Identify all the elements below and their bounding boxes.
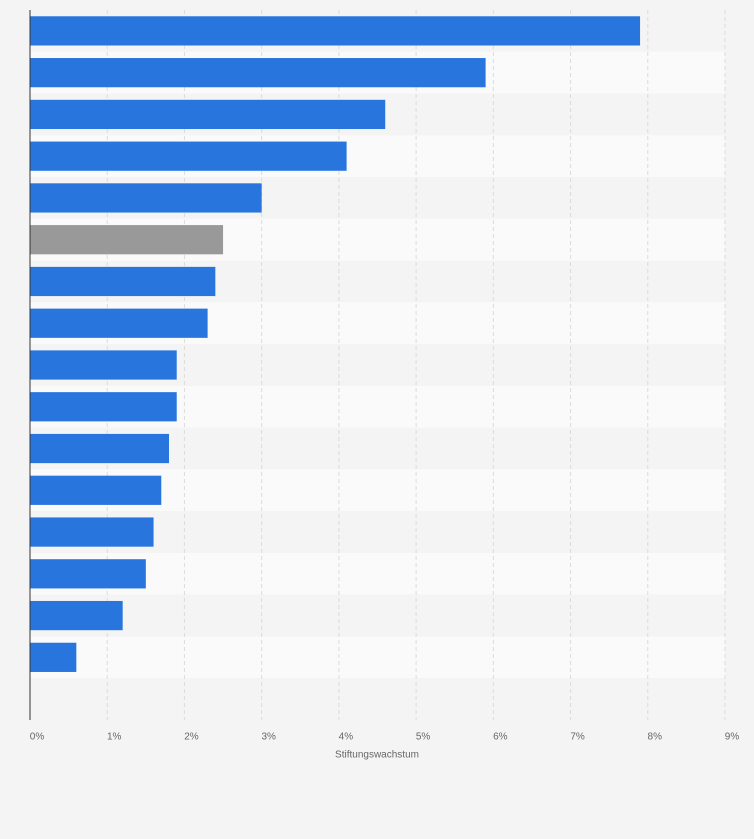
x-tick-label: 1% bbox=[107, 732, 122, 743]
x-tick-label: 6% bbox=[493, 732, 508, 743]
x-tick-label: 7% bbox=[570, 732, 585, 743]
x-tick-label: 4% bbox=[339, 732, 354, 743]
bar bbox=[30, 16, 641, 46]
bar bbox=[30, 99, 386, 130]
bar bbox=[30, 642, 77, 672]
bar bbox=[30, 141, 347, 171]
row-stripe bbox=[30, 636, 725, 679]
x-tick-label: 0% bbox=[30, 732, 45, 743]
x-axis-label: Stiftungswachstum bbox=[335, 750, 419, 761]
bar bbox=[30, 392, 177, 422]
bar bbox=[30, 183, 262, 213]
x-tick-label: 9% bbox=[725, 732, 740, 743]
x-tick-label: 3% bbox=[261, 732, 276, 743]
x-tick-label: 5% bbox=[416, 732, 431, 743]
bar bbox=[30, 350, 177, 380]
bar bbox=[30, 475, 162, 505]
bar bbox=[30, 517, 154, 547]
bar bbox=[30, 559, 146, 589]
bar bbox=[30, 225, 224, 255]
x-tick-label: 2% bbox=[184, 732, 199, 743]
x-tick-label: 8% bbox=[648, 732, 663, 743]
bar bbox=[30, 266, 216, 297]
bar bbox=[30, 600, 123, 631]
bar bbox=[30, 308, 208, 338]
row-stripe bbox=[30, 594, 725, 637]
bar bbox=[30, 58, 486, 88]
bar bbox=[30, 433, 169, 464]
row-stripe bbox=[30, 678, 725, 720]
